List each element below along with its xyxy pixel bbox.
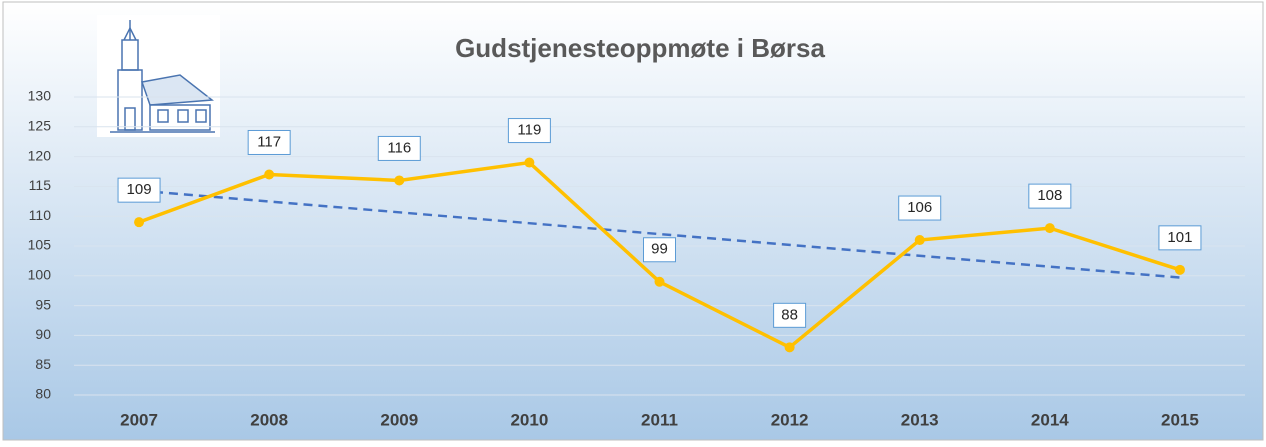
x-tick-label: 2010 [510,410,548,429]
data-label: 116 [387,139,411,156]
x-tick-label: 2007 [120,410,158,429]
data-point [394,175,404,185]
y-tick-label: 115 [29,177,52,193]
data-label: 88 [781,306,798,323]
x-tick-label: 2011 [641,410,678,429]
data-label: 99 [651,241,668,258]
data-point [785,342,795,352]
data-label: 119 [517,122,541,139]
data-label: 117 [257,133,281,150]
y-tick-label: 120 [28,147,52,163]
x-tick-label: 2014 [1031,410,1069,429]
x-tick-label: 2008 [250,410,288,429]
data-point [655,277,665,287]
chart-title: Gudstjenesteoppmøte i Børsa [455,33,825,63]
data-label: 109 [127,181,152,198]
data-point [264,169,274,179]
x-tick-label: 2015 [1161,410,1199,429]
data-point [134,217,144,227]
data-label: 106 [907,199,932,216]
x-tick-label: 2009 [380,410,418,429]
data-label: 101 [1167,229,1192,246]
chart: Gudstjenesteoppmøte i Børsa 80 85 90 95 100 1… [0,0,1266,442]
data-label: 108 [1037,187,1062,204]
y-tick-label: 105 [28,237,52,253]
x-tick-label: 2013 [901,410,939,429]
y-tick-label: 85 [35,356,51,372]
y-tick-label: 110 [29,207,52,223]
data-point [524,158,534,168]
y-tick-label: 80 [35,386,51,402]
y-tick-label: 100 [28,267,52,283]
church-logo [97,15,220,137]
y-tick-label: 130 [28,88,52,104]
y-tick-label: 95 [35,296,51,312]
x-tick-label: 2012 [771,410,809,429]
y-tick-label: 125 [28,118,52,134]
data-point [1045,223,1055,233]
y-tick-label: 90 [35,326,51,342]
data-point [915,235,925,245]
data-point [1175,265,1185,275]
